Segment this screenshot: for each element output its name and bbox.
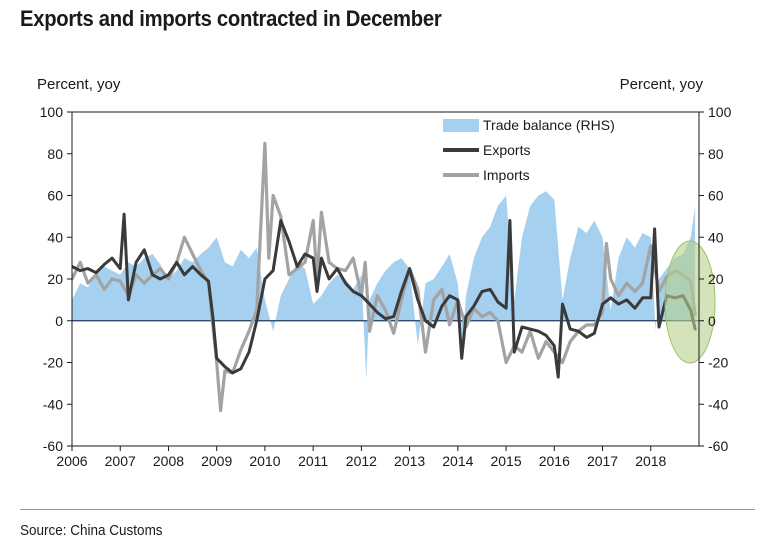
- chart-title: Exports and imports contracted in Decemb…: [20, 6, 442, 31]
- x-tick-label: 2016: [539, 453, 570, 469]
- y-tick-label-left: 20: [47, 271, 63, 287]
- x-tick-label: 2014: [442, 453, 473, 469]
- y-tick-label-right: 0: [708, 313, 716, 329]
- legend-label-imports: Imports: [483, 167, 530, 183]
- x-tick-label: 2007: [105, 453, 136, 469]
- y-tick-label-right: 20: [708, 271, 724, 287]
- legend-label-trade-balance: Trade balance (RHS): [483, 117, 615, 133]
- y-tick-label-left: -40: [43, 396, 63, 412]
- y-axis-label-right: Percent, yoy: [620, 76, 704, 93]
- y-tick-label-right: -60: [708, 438, 728, 454]
- series-line-exports: [72, 212, 697, 379]
- y-axis-label-left: Percent, yoy: [37, 76, 121, 93]
- x-tick-label: 2012: [346, 453, 377, 469]
- y-tick-label-left: -60: [43, 438, 63, 454]
- y-tick-label-right: 60: [708, 188, 724, 204]
- y-tick-label-left: -20: [43, 355, 63, 371]
- y-tick-label-right: 100: [708, 104, 732, 120]
- series-line-imports: [72, 141, 697, 413]
- legend-label-exports: Exports: [483, 142, 530, 158]
- series-area-trade-balance-rhs: [72, 191, 696, 380]
- y-tick-label-right: -20: [708, 355, 728, 371]
- x-tick-label: 2015: [490, 453, 521, 469]
- y-tick-label-right: 80: [708, 146, 724, 162]
- y-tick-label-right: -40: [708, 396, 728, 412]
- x-tick-label: 2013: [394, 453, 425, 469]
- highlight-ellipse: [664, 240, 716, 364]
- y-tick-label-left: 60: [47, 188, 63, 204]
- x-tick-label: 2010: [249, 453, 280, 469]
- x-tick-label: 2018: [635, 453, 666, 469]
- x-tick-label: 2009: [201, 453, 232, 469]
- x-tick-label: 2006: [56, 453, 87, 469]
- footer-rule: [20, 509, 755, 510]
- x-tick-label: 2011: [298, 453, 328, 469]
- y-tick-label-left: 80: [47, 146, 63, 162]
- x-tick-label: 2017: [587, 453, 618, 469]
- y-tick-label-left: 100: [40, 104, 64, 120]
- y-tick-label-right: 40: [708, 229, 724, 245]
- y-tick-label-left: 40: [47, 229, 63, 245]
- legend-swatch-trade-balance: [443, 119, 479, 132]
- x-tick-label: 2008: [153, 453, 184, 469]
- source-note: Source: China Customs: [20, 522, 163, 539]
- legend: Trade balance (RHS) Exports Imports: [443, 117, 615, 183]
- y-tick-label-left: 0: [55, 313, 63, 329]
